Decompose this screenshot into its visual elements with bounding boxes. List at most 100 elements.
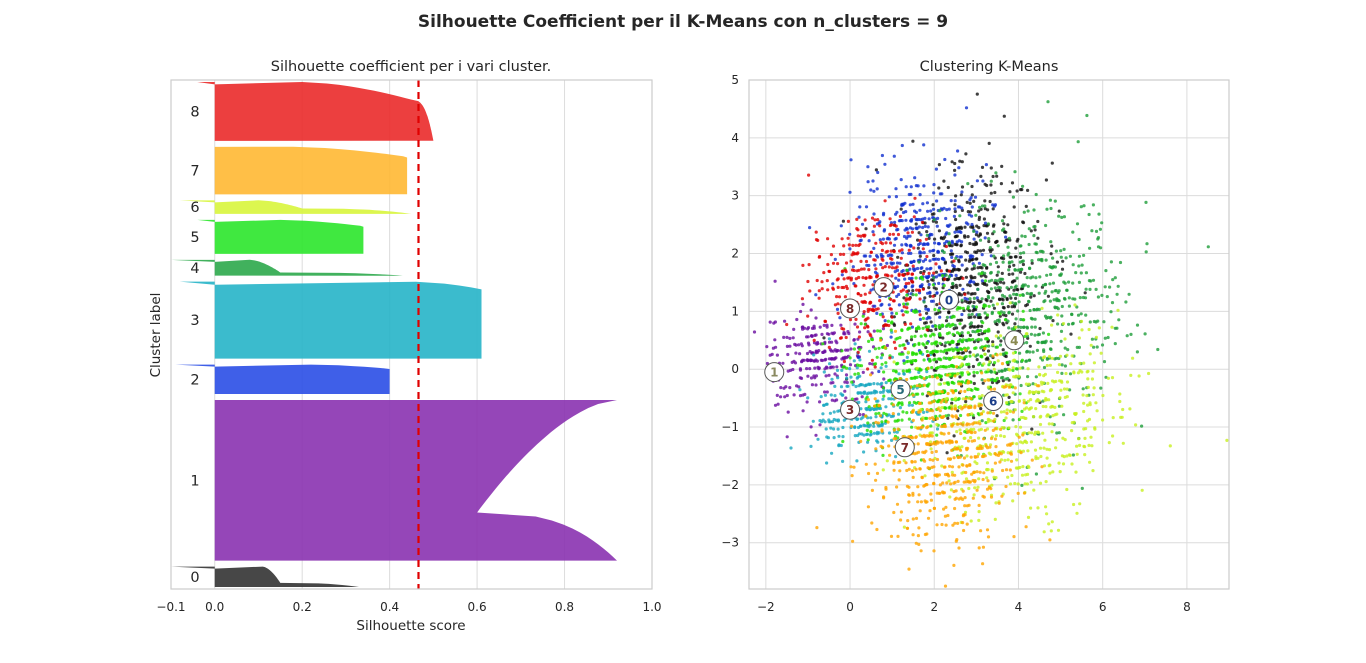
scatter-point	[968, 210, 973, 214]
scatter-point	[1071, 230, 1075, 234]
scatter-point	[955, 430, 959, 434]
scatter-point	[1036, 236, 1040, 240]
scatter-point	[994, 281, 998, 285]
scatter-point	[1011, 280, 1015, 284]
scatter-point	[957, 351, 961, 355]
scatter-point	[875, 274, 880, 278]
scatter-point	[921, 287, 926, 291]
scatter-point	[1003, 458, 1007, 462]
scatter-point	[1020, 358, 1024, 362]
scatter-point	[831, 365, 835, 369]
scatter-point	[918, 467, 922, 471]
scatter-point	[1033, 448, 1038, 452]
scatter-point	[898, 460, 902, 464]
scatter-point	[853, 252, 858, 256]
scatter-point	[878, 414, 883, 418]
scatter-point	[876, 329, 880, 333]
scatter-point	[864, 407, 868, 411]
scatter-point	[954, 217, 958, 222]
scatter-point	[954, 496, 958, 500]
scatter-point	[799, 309, 803, 314]
scatter-point	[1018, 268, 1022, 272]
scatter-point	[950, 285, 954, 289]
scatter-point	[885, 261, 889, 265]
scatter-point	[874, 420, 878, 424]
scatter-point	[1047, 354, 1052, 359]
scatter-point	[907, 493, 912, 497]
scatter-point	[1079, 205, 1083, 209]
scatter-point	[974, 305, 979, 309]
scatter-point	[798, 352, 802, 356]
scatter-point	[947, 275, 952, 279]
scatter-point	[970, 214, 974, 218]
scatter-point	[1012, 375, 1016, 379]
scatter-point	[911, 139, 915, 143]
scatter-point	[770, 352, 774, 356]
scatter-point	[985, 313, 990, 317]
scatter-point	[1030, 458, 1034, 462]
scatter-point	[1026, 472, 1030, 476]
scatter-point	[863, 292, 867, 296]
scatter-point	[1056, 370, 1060, 374]
scatter-point	[947, 241, 951, 246]
scatter-point	[935, 340, 939, 344]
scatter-point	[785, 435, 789, 439]
silhouette-x-ticks: −0.1 0.0 0.2 0.4 0.6 0.8 1.0	[156, 600, 661, 614]
scatter-point	[892, 510, 896, 515]
scatter-point	[1015, 458, 1019, 462]
scatter-point	[1030, 317, 1034, 321]
scatter-point	[1006, 253, 1010, 257]
scatter-point	[1032, 308, 1036, 312]
scatter-point	[926, 209, 930, 213]
scatter-point	[856, 251, 860, 255]
scatter-point	[1140, 424, 1144, 428]
scatter-point	[1056, 528, 1061, 532]
scatter-point	[1001, 321, 1005, 325]
scatter-point	[1025, 276, 1029, 280]
scatter-point	[905, 263, 909, 267]
scatter-point	[914, 222, 918, 226]
scatter-point	[975, 92, 979, 96]
scatter-point	[916, 246, 920, 250]
scatter-point	[1026, 515, 1031, 520]
scatter-point	[1018, 244, 1022, 248]
scatter-point	[1089, 279, 1093, 283]
scatter-point	[856, 292, 860, 296]
scatter-point	[1062, 215, 1066, 219]
scatter-point	[819, 382, 824, 386]
scatter-point	[1008, 301, 1012, 305]
scatter-point	[1055, 438, 1059, 442]
scatter-point	[841, 439, 845, 444]
scatter-point	[1004, 468, 1009, 472]
scatter-point	[1027, 431, 1031, 435]
scatter-point	[977, 226, 981, 230]
scatter-point	[973, 406, 977, 410]
silhouette-band-8	[197, 82, 434, 141]
scatter-point	[866, 180, 870, 184]
scatter-point	[925, 328, 929, 332]
scatter-point	[1032, 225, 1036, 229]
scatter-point	[872, 212, 876, 216]
scatter-point	[942, 432, 946, 436]
scatter-point	[881, 468, 885, 472]
scatter-point	[842, 244, 846, 248]
scatter-point	[1003, 295, 1007, 299]
scatter-point	[947, 356, 951, 360]
scatter-point	[1002, 222, 1006, 226]
scatter-point	[799, 376, 804, 380]
scatter-point	[1033, 242, 1037, 246]
scatter-point	[1020, 473, 1025, 477]
scatter-point	[977, 272, 981, 276]
scatter-point	[1060, 371, 1064, 375]
cluster-label-7: 7	[190, 164, 199, 180]
scatter-point	[779, 386, 783, 390]
scatter-point	[867, 339, 871, 343]
scatter-point	[1018, 260, 1022, 264]
scatter-point	[935, 491, 939, 495]
center-label-0: 0	[945, 293, 953, 307]
scatter-point	[934, 287, 938, 291]
scatter-point	[1027, 299, 1031, 303]
scatter-point	[918, 297, 922, 301]
scatter-point	[836, 262, 840, 266]
